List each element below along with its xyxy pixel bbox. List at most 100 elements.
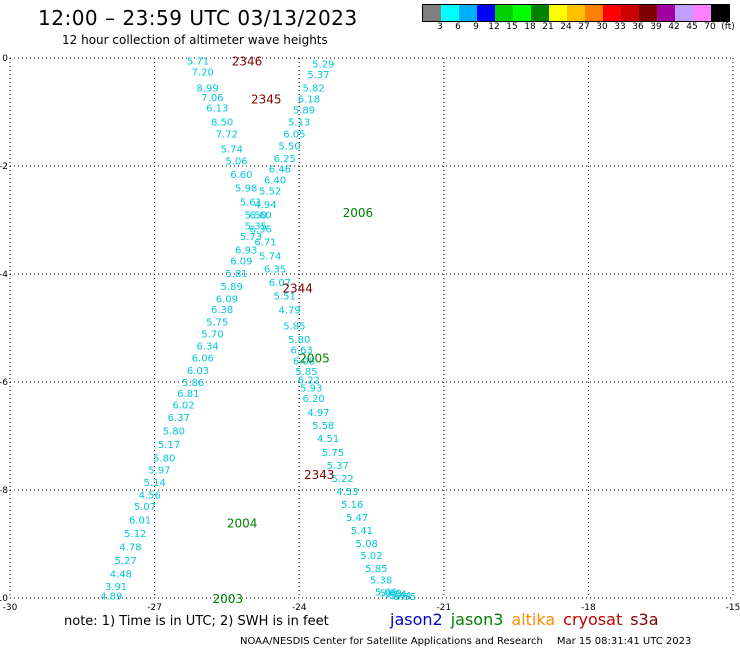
wave-height-value: 5.02 [360,551,382,562]
x-tick-label: -15 [726,603,740,613]
wave-height-value: 6.22 [298,375,320,386]
wave-height-value: 6.06 [192,354,214,365]
wave-height-value: 5.07 [134,502,156,513]
wave-height-value: 6.36 [250,225,272,236]
color-scale-label: 18 [524,22,536,32]
color-scale-label: 36 [632,22,644,32]
satellite-legend-item: altika [511,610,556,629]
wave-height-value: 5.85 [365,564,387,575]
wave-height-value: 5.38 [370,576,392,587]
color-swatch [567,5,585,21]
y-tick-label: -6 [0,378,8,388]
wave-height-value: 8.99 [196,84,218,95]
color-scale-bar [422,4,730,22]
wave-height-value: 5.70 [201,329,223,340]
y-tick-label: -4 [0,270,8,280]
color-swatch [711,5,729,21]
wave-height-value: 5.06 [225,157,247,168]
satellite-legend-item: cryosat [563,610,623,629]
wave-height-value: 6.03 [187,366,209,377]
wave-height-value: 5.85 [283,321,305,332]
color-swatch [639,5,657,21]
footer-note: note: 1) Time is in UTC; 2) SWH is in fe… [64,614,329,629]
wave-height-value: 5.37 [327,461,349,472]
wave-height-value: 5.97 [148,465,170,476]
wave-height-value: 4.79 [278,306,300,317]
color-swatch [531,5,549,21]
wave-height-value: 5.52 [259,186,281,197]
color-swatch [585,5,603,21]
wave-height-value: 6.35 [264,265,286,276]
wave-height-value: 6.09 [216,294,238,305]
wave-height-value: 5.80 [153,454,175,465]
wave-height-value: 5.12 [124,529,146,540]
wave-height-value: 4.53 [336,487,358,498]
color-swatch [657,5,675,21]
pass-time-label: 2346 [232,55,263,69]
credit-line: NOAA/NESDIS Center for Satellite Applica… [240,636,691,647]
wave-height-value: 5.75 [322,448,344,459]
pass-time-label: 2003 [212,592,243,606]
wave-height-value: 7.20 [192,68,214,79]
wave-height-value: 5.98 [235,184,257,195]
color-swatch [675,5,693,21]
y-tick-label: -10 [0,594,8,604]
wave-height-value: 5.58 [312,421,334,432]
wave-height-value: 6.37 [168,413,190,424]
satellite-legend: jason2 jason3 altika cryosat s3a [390,610,667,629]
wave-height-value: 5.27 [115,556,137,567]
wave-height-value: 5.50 [245,211,267,222]
color-scale-unit: (ft) [721,22,735,32]
color-scale-label: 30 [596,22,608,32]
page-subtitle: 12 hour collection of altimeter wave hei… [62,33,328,47]
color-scale-label: 70 [704,22,716,32]
color-scale-labels: 3 6 9 12 15 18 21 24 27 30 33 36 39 42 45 70 (ft) [422,22,740,34]
y-tick-label: -2 [0,162,8,172]
wave-height-value: 5.51 [274,292,296,303]
wave-height-value: 5.61 [240,198,262,209]
wave-height-value: 4.89 [100,591,122,602]
color-scale-label: 21 [542,22,554,32]
page-title: 12:00 – 23:59 UTC 03/13/2023 [38,6,358,30]
wave-height-value: 6.60 [230,170,252,181]
wave-height-value: 5.16 [341,500,363,511]
wave-height-value: 5.44 [389,591,411,602]
x-tick-label: -18 [581,603,596,613]
wave-height-value: 5.80 [288,335,310,346]
color-scale-label: 24 [560,22,572,32]
color-swatch [621,5,639,21]
color-swatch [693,5,711,21]
wave-height-value: 5.86 [182,378,204,389]
wave-height-value: 6.93 [235,246,257,257]
wave-height-value: 5.73 [240,232,262,243]
wave-height-value: 5.08 [356,539,378,550]
wave-height-value: 6.38 [211,305,233,316]
wave-height-value: 6.18 [298,95,320,106]
wave-height-value: 5.29 [312,59,334,70]
color-scale-label: 42 [668,22,680,32]
wave-height-value: 6.63 [290,346,312,357]
wave-height-value: 5.37 [307,70,329,81]
color-scale-label: 9 [473,22,479,32]
wave-height-value: 5.41 [351,526,373,537]
color-swatch [495,5,513,21]
pass-time-label: 2344 [282,282,313,296]
wave-height-value: 5.09 [380,589,402,600]
wave-height-value: 5.50 [278,141,300,152]
wave-height-value: 6.71 [254,238,276,249]
color-swatch [441,5,459,21]
wave-height-value: 4.48 [110,570,132,581]
y-tick-label: -8 [0,486,8,496]
wave-height-value: 5.13 [288,118,310,129]
wave-height-value: 5.35 [245,221,267,232]
satellite-legend-item: jason3 [450,610,504,629]
satellite-legend-item: s3a [630,610,659,629]
wave-height-value: 6.81 [177,389,199,400]
color-scale-label: 45 [686,22,698,32]
pass-time-label: 2343 [304,468,335,482]
wave-height-value: 6.20 [303,394,325,405]
wave-height-value: 5.55 [394,592,416,603]
wave-height-value: 5.75 [206,318,228,329]
x-tick-label: -24 [292,603,307,613]
wave-height-value: 6.08 [293,356,315,367]
